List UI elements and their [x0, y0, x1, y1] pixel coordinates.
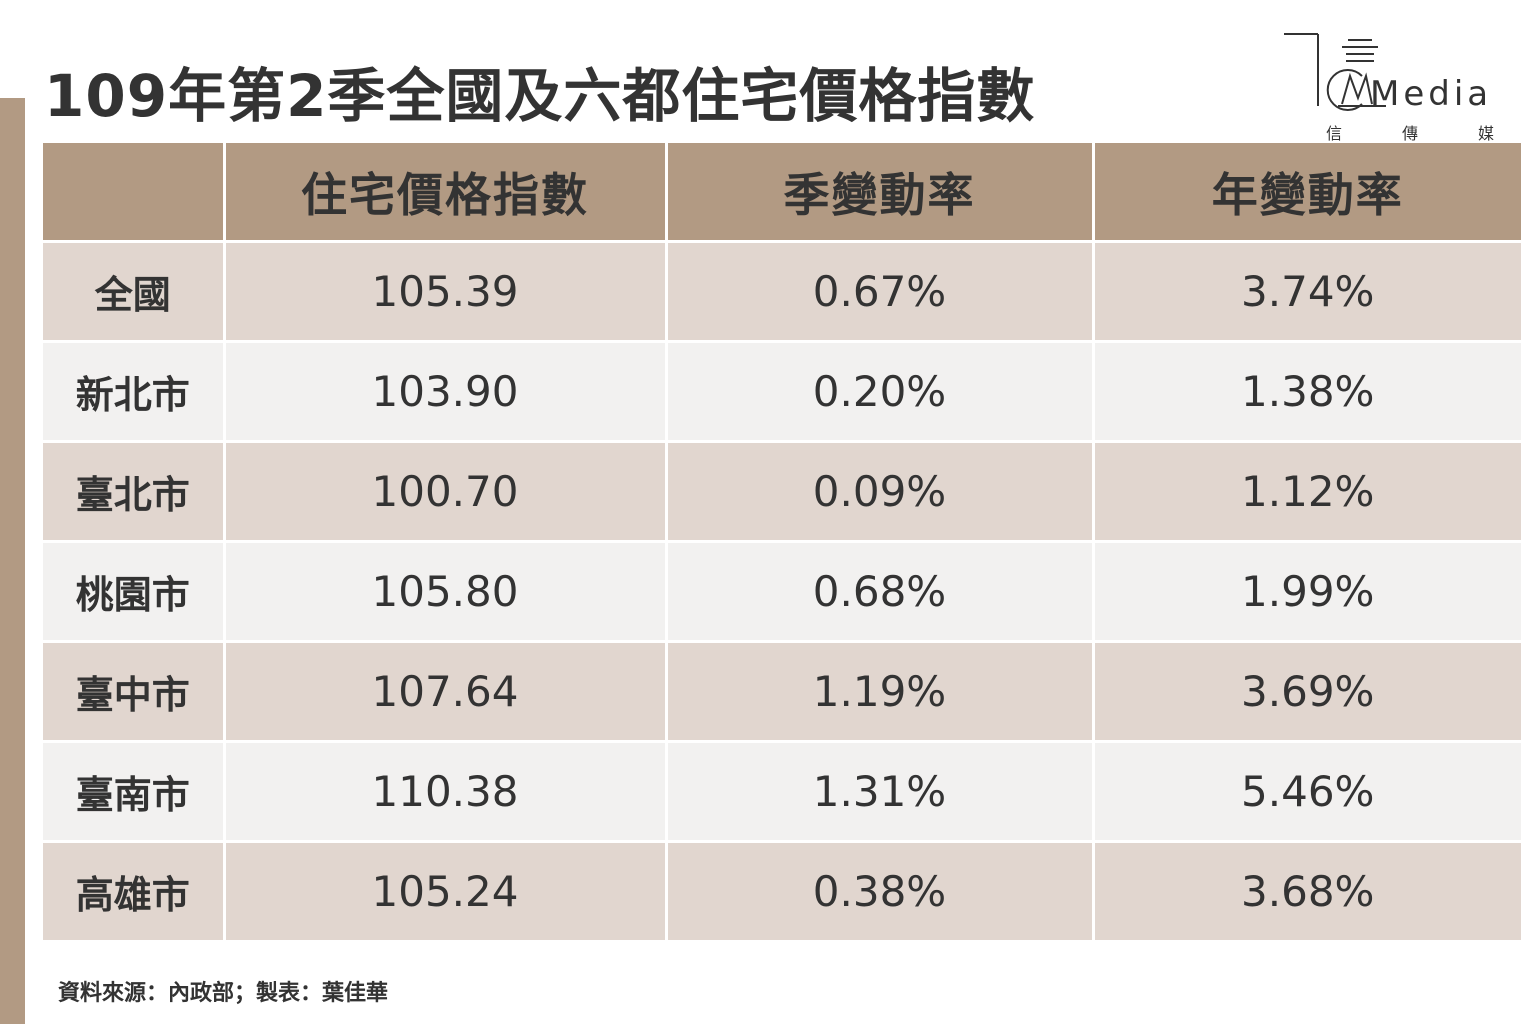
yoy-cell: 1.38% — [1093, 341, 1521, 443]
yoy-cell: 5.46% — [1093, 741, 1521, 843]
qoq-cell: 0.38% — [666, 841, 1095, 943]
qoq-cell: 1.19% — [666, 641, 1095, 743]
logo-wordmark: Media — [1370, 74, 1493, 114]
table-header-row: 住宅價格指數 季變動率 年變動率 — [43, 143, 1521, 243]
yoy-cell: 3.68% — [1093, 841, 1521, 943]
header-annual-change: 年變動率 — [1093, 143, 1521, 243]
index-cell: 105.39 — [224, 241, 668, 343]
table-row: 桃園市 105.80 0.68% 1.99% — [43, 541, 1521, 643]
media-logo: Media 信 傳 媒 — [1282, 32, 1502, 144]
logo-sub-char: 傳 — [1401, 124, 1418, 143]
table-row: 臺中市 107.64 1.19% 3.69% — [43, 641, 1521, 743]
header-blank — [43, 143, 226, 243]
header-price-index: 住宅價格指數 — [224, 143, 668, 243]
qoq-cell: 0.20% — [666, 341, 1095, 443]
index-cell: 100.70 — [224, 441, 668, 543]
logo-mark-icon — [1284, 33, 1386, 111]
yoy-cell: 3.69% — [1093, 641, 1521, 743]
region-cell: 新北市 — [43, 341, 226, 443]
region-cell: 臺南市 — [43, 741, 226, 843]
side-accent-bar — [0, 98, 25, 1024]
region-cell: 全國 — [43, 241, 226, 343]
yoy-cell: 3.74% — [1093, 241, 1521, 343]
table-row: 臺北市 100.70 0.09% 1.12% — [43, 441, 1521, 543]
logo-sub-char: 信 — [1326, 124, 1343, 143]
index-cell: 105.80 — [224, 541, 668, 643]
logo-subtitle: 信 傳 媒 — [1326, 120, 1494, 144]
qoq-cell: 0.67% — [666, 241, 1095, 343]
region-cell: 臺北市 — [43, 441, 226, 543]
index-cell: 107.64 — [224, 641, 668, 743]
index-cell: 103.90 — [224, 341, 668, 443]
region-cell: 臺中市 — [43, 641, 226, 743]
region-cell: 高雄市 — [43, 841, 226, 943]
table-row: 新北市 103.90 0.20% 1.38% — [43, 341, 1521, 443]
qoq-cell: 0.09% — [666, 441, 1095, 543]
table-row: 臺南市 110.38 1.31% 5.46% — [43, 741, 1521, 843]
table-row: 全國 105.39 0.67% 3.74% — [43, 241, 1521, 343]
logo-sub-char: 媒 — [1477, 124, 1494, 143]
page-title: 109年第2季全國及六都住宅價格指數 — [44, 62, 1036, 130]
price-index-table: 住宅價格指數 季變動率 年變動率 全國 105.39 0.67% 3.74% 新… — [43, 143, 1521, 943]
table-row: 高雄市 105.24 0.38% 3.68% — [43, 841, 1521, 943]
header-quarterly-change: 季變動率 — [666, 143, 1095, 243]
source-note: 資料來源：內政部；製表：葉佳華 — [58, 981, 389, 1006]
region-cell: 桃園市 — [43, 541, 226, 643]
index-cell: 105.24 — [224, 841, 668, 943]
yoy-cell: 1.99% — [1093, 541, 1521, 643]
index-cell: 110.38 — [224, 741, 668, 843]
qoq-cell: 0.68% — [666, 541, 1095, 643]
yoy-cell: 1.12% — [1093, 441, 1521, 543]
qoq-cell: 1.31% — [666, 741, 1095, 843]
